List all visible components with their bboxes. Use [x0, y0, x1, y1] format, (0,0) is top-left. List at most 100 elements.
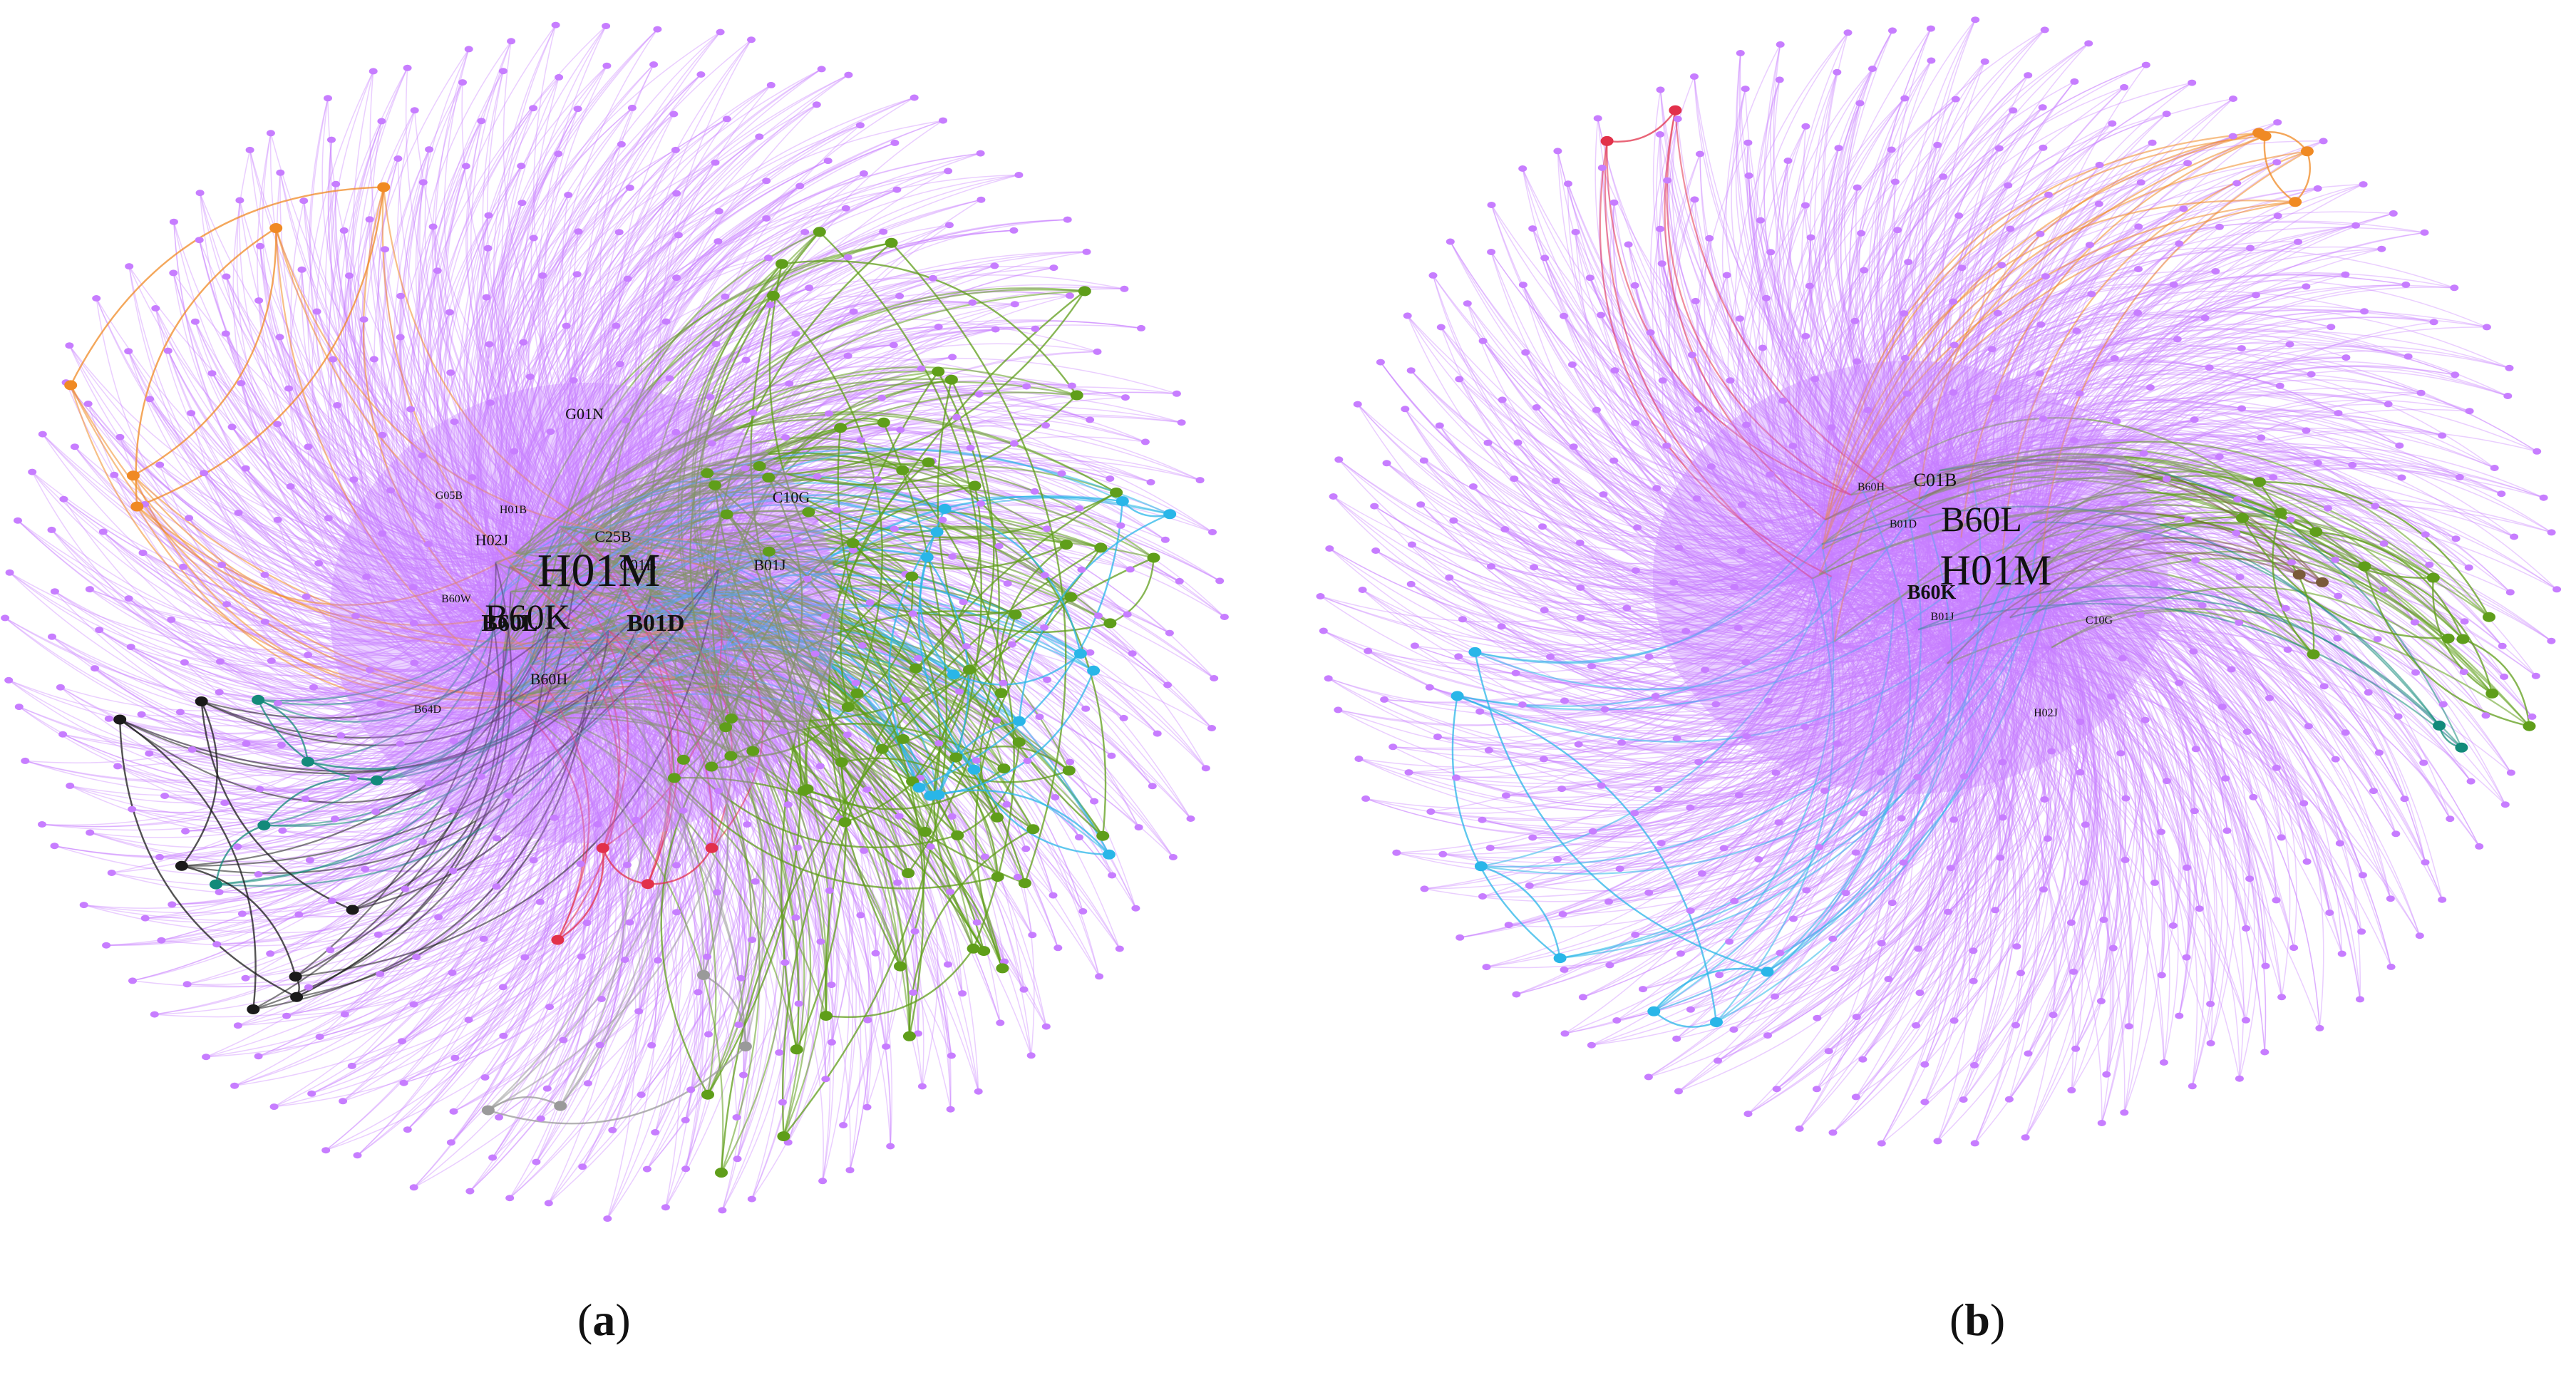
- network-node: [857, 642, 867, 649]
- network-node: [980, 853, 989, 860]
- network-edge: [515, 396, 1111, 554]
- network-node: [882, 1043, 891, 1050]
- network-node: [396, 334, 405, 341]
- network-node: [564, 192, 573, 198]
- network-edge: [199, 192, 631, 623]
- network-edge: [717, 679, 1026, 850]
- network-edge: [504, 691, 624, 1084]
- network-node: [326, 947, 335, 954]
- network-node: [838, 817, 852, 828]
- network-node: [800, 229, 810, 235]
- network-edge: [239, 200, 575, 584]
- network-node: [167, 616, 176, 623]
- network-node: [359, 316, 369, 323]
- network-node: [714, 788, 723, 794]
- network-edge: [512, 73, 701, 642]
- network-edge: [612, 566, 720, 1131]
- network-node: [1042, 525, 1051, 532]
- network-node: [424, 780, 433, 787]
- network-edge: [495, 357, 1178, 563]
- network-node: [1043, 676, 1052, 684]
- network-node: [862, 1103, 872, 1111]
- network-node: [4, 676, 14, 684]
- network-node: [396, 740, 405, 747]
- network-edge: [240, 383, 557, 642]
- network-node: [339, 1098, 348, 1105]
- network-edge: [581, 284, 1125, 548]
- network-edge: [239, 200, 515, 624]
- network-node: [307, 1090, 316, 1097]
- network-node: [1010, 301, 1019, 308]
- network-node: [974, 1088, 983, 1095]
- network-node: [315, 1034, 324, 1040]
- network-node: [284, 385, 294, 392]
- network-node: [877, 417, 890, 428]
- network-edge: [692, 401, 1146, 540]
- network-node: [803, 575, 812, 582]
- network-edge: [257, 133, 505, 694]
- network-edge: [485, 596, 681, 1078]
- network-node: [1107, 752, 1116, 759]
- network-edge: [258, 300, 676, 679]
- panel-a-edges: [4, 24, 1225, 1220]
- network-node: [1086, 649, 1095, 656]
- network-node: [625, 184, 634, 191]
- network-node: [544, 1200, 553, 1207]
- node-label: B01J: [753, 556, 786, 574]
- network-edge: [141, 636, 544, 756]
- network-node: [234, 510, 243, 516]
- network-edge: [128, 351, 515, 624]
- network-node: [597, 996, 606, 1002]
- network-node: [990, 262, 999, 269]
- network-edge: [401, 149, 539, 713]
- network-node: [711, 341, 721, 348]
- network-edge: [258, 691, 589, 878]
- network-node: [398, 1038, 406, 1045]
- network-node: [187, 746, 197, 753]
- network-node: [996, 1019, 1005, 1026]
- network-edge: [500, 153, 586, 535]
- network-node: [396, 292, 406, 299]
- network-edge: [225, 717, 558, 822]
- network-node: [827, 982, 836, 989]
- network-node: [1077, 566, 1086, 573]
- network-node: [793, 844, 802, 851]
- network-edge: [96, 298, 505, 694]
- network-node: [98, 528, 108, 535]
- network-node: [743, 821, 752, 828]
- network-edge: [410, 76, 560, 693]
- network-node: [795, 694, 804, 701]
- network-node: [747, 1195, 756, 1203]
- network-edge: [19, 691, 505, 795]
- network-edge: [490, 65, 607, 583]
- network-edge: [419, 182, 560, 527]
- network-node: [376, 970, 385, 977]
- network-node: [781, 434, 790, 441]
- network-edge: [410, 165, 505, 651]
- network-edge: [574, 125, 861, 583]
- network-edge: [371, 120, 575, 584]
- network-edge: [567, 68, 822, 583]
- network-node: [195, 237, 204, 244]
- network-node: [1120, 394, 1130, 401]
- network-edge: [542, 383, 1072, 637]
- network-edge: [259, 246, 508, 650]
- network-node: [1208, 529, 1217, 535]
- network-edge: [547, 170, 949, 606]
- network-node: [890, 139, 900, 146]
- network-node: [410, 107, 419, 114]
- network-edge: [94, 664, 530, 751]
- network-edge: [164, 711, 539, 816]
- network-edge: [274, 685, 718, 1108]
- network-edge: [25, 552, 517, 781]
- network-node: [289, 972, 302, 982]
- network-edge: [399, 182, 530, 665]
- network-node: [269, 1103, 279, 1111]
- network-edge: [132, 649, 508, 813]
- network-edge: [111, 562, 497, 874]
- network-node: [145, 396, 155, 403]
- network-edge: [242, 712, 539, 915]
- network-node: [824, 410, 833, 417]
- network-node: [1147, 552, 1160, 563]
- network-edge: [514, 622, 831, 1181]
